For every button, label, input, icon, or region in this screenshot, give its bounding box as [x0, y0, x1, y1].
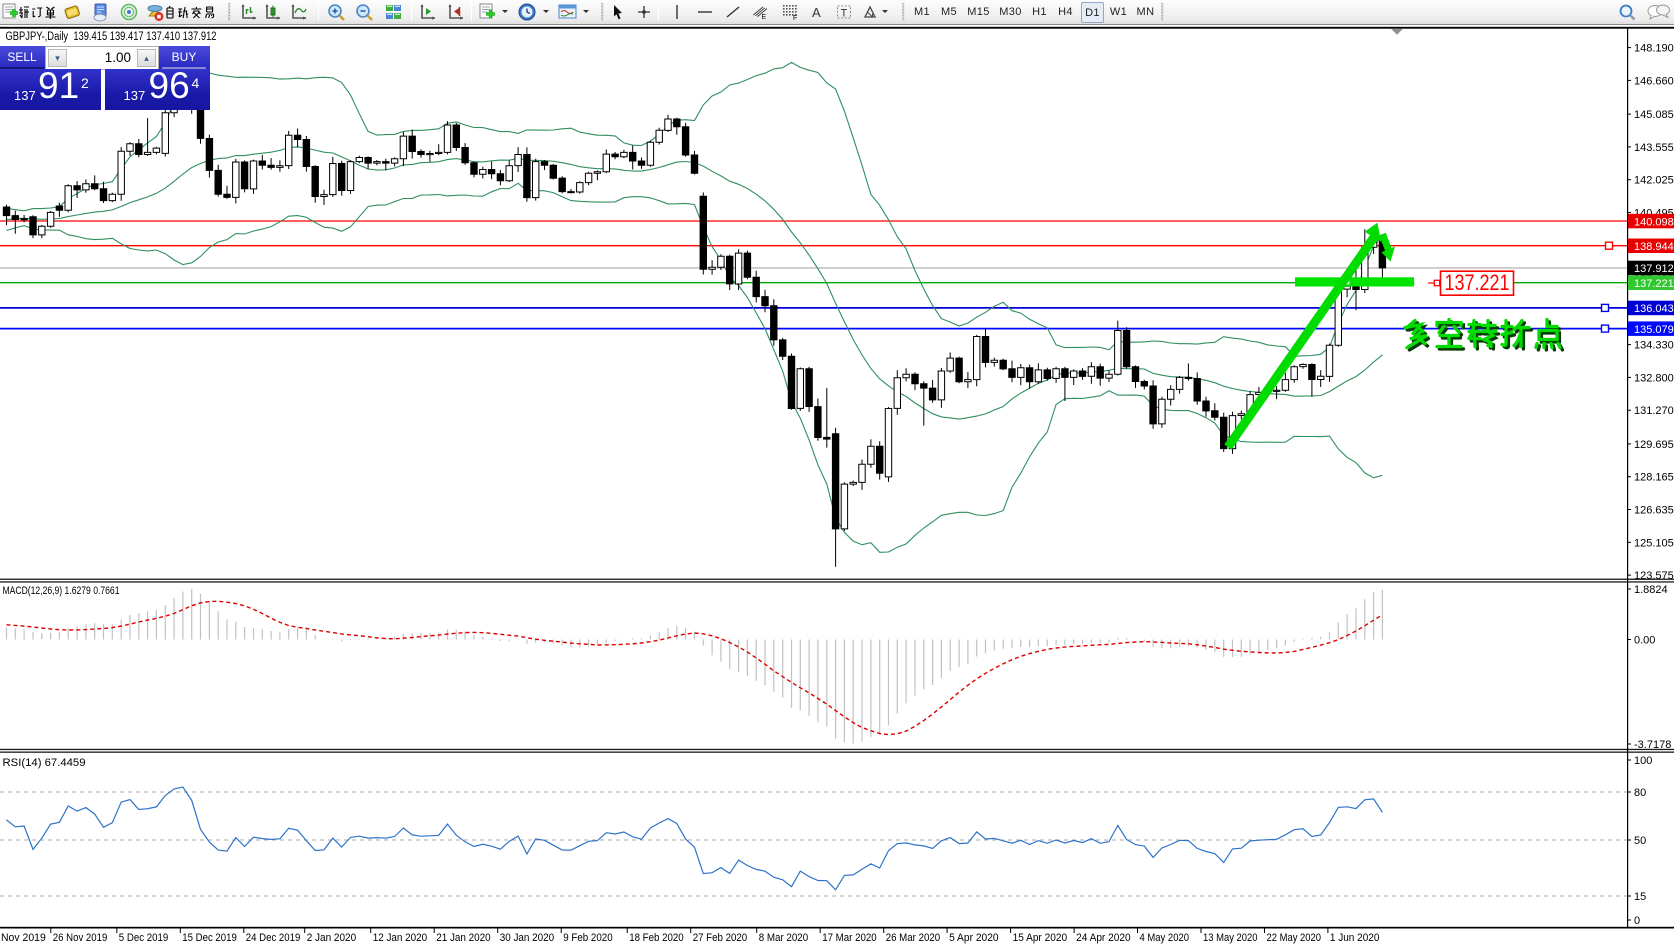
svg-text:126.635: 126.635 — [1634, 505, 1674, 517]
svg-text:12 Jan 2020: 12 Jan 2020 — [373, 932, 428, 944]
svg-text:5 Apr 2020: 5 Apr 2020 — [949, 932, 999, 944]
svg-text:15 Dec 2019: 15 Dec 2019 — [182, 932, 237, 944]
svg-text:138.944: 138.944 — [1634, 241, 1674, 253]
svg-text:A: A — [812, 5, 821, 20]
svg-text:21 Jan 2020: 21 Jan 2020 — [436, 932, 491, 944]
svg-text:1 Jun 2020: 1 Jun 2020 — [1330, 932, 1380, 944]
svg-text:26 Mar 2020: 26 Mar 2020 — [886, 932, 941, 944]
svg-text:2 Jan 2020: 2 Jan 2020 — [307, 932, 357, 944]
svg-text:F: F — [793, 15, 797, 22]
svg-text:8 Mar 2020: 8 Mar 2020 — [759, 932, 809, 944]
svg-text:134.330: 134.330 — [1634, 340, 1674, 352]
svg-text:148.190: 148.190 — [1634, 43, 1674, 55]
svg-text:RSI(14) 67.4459: RSI(14) 67.4459 — [3, 757, 86, 769]
svg-text:17 Mar 2020: 17 Mar 2020 — [822, 932, 877, 944]
svg-text:137.221: 137.221 — [1445, 270, 1510, 295]
svg-text:-3.7178: -3.7178 — [1634, 739, 1671, 751]
svg-text:E: E — [762, 14, 767, 21]
svg-text:137.221: 137.221 — [1634, 278, 1674, 290]
svg-text:Nov 2019: Nov 2019 — [1, 932, 46, 944]
svg-text:22 May 2020: 22 May 2020 — [1267, 932, 1322, 944]
svg-text:123.575: 123.575 — [1634, 570, 1674, 582]
svg-text:GBPJPY-,Daily 139.415 139.417: GBPJPY-,Daily 139.415 139.417 137.410 13… — [6, 31, 217, 43]
svg-text:MACD(12,26,9) 1.6279 0.7661: MACD(12,26,9) 1.6279 0.7661 — [3, 585, 120, 597]
svg-text:15: 15 — [1634, 891, 1646, 903]
svg-text:4 May 2020: 4 May 2020 — [1140, 932, 1190, 944]
svg-text:0.00: 0.00 — [1634, 635, 1655, 647]
svg-text:135.079: 135.079 — [1634, 324, 1674, 336]
svg-text:5 Dec 2019: 5 Dec 2019 — [119, 932, 169, 944]
svg-text:129.695: 129.695 — [1634, 439, 1674, 451]
svg-text:9 Feb 2020: 9 Feb 2020 — [563, 932, 613, 944]
svg-text:24 Apr 2020: 24 Apr 2020 — [1076, 932, 1131, 944]
svg-text:0: 0 — [1634, 915, 1640, 927]
svg-text:24 Dec 2019: 24 Dec 2019 — [246, 932, 300, 944]
svg-text:128.165: 128.165 — [1634, 472, 1674, 484]
svg-text:18 Feb 2020: 18 Feb 2020 — [629, 932, 684, 944]
svg-text:131.270: 131.270 — [1634, 405, 1674, 417]
svg-text:132.800: 132.800 — [1634, 372, 1674, 384]
svg-text:142.025: 142.025 — [1634, 175, 1674, 187]
svg-text:15 Apr 2020: 15 Apr 2020 — [1013, 932, 1068, 944]
svg-text:137.912: 137.912 — [1634, 263, 1674, 275]
svg-text:13 May 2020: 13 May 2020 — [1203, 932, 1258, 944]
svg-text:143.555: 143.555 — [1634, 142, 1674, 154]
svg-text:146.660: 146.660 — [1634, 75, 1674, 87]
svg-text:T: T — [841, 8, 848, 20]
svg-text:30 Jan 2020: 30 Jan 2020 — [500, 932, 555, 944]
svg-text:145.085: 145.085 — [1634, 109, 1674, 121]
svg-text:27 Feb 2020: 27 Feb 2020 — [693, 932, 748, 944]
svg-text:26 Nov 2019: 26 Nov 2019 — [53, 932, 108, 944]
svg-text:100: 100 — [1634, 755, 1652, 767]
svg-text:50: 50 — [1634, 835, 1646, 847]
svg-text:80: 80 — [1634, 787, 1646, 799]
svg-text:1.8824: 1.8824 — [1634, 584, 1668, 596]
svg-text:140.098: 140.098 — [1634, 216, 1674, 228]
svg-text:136.043: 136.043 — [1634, 303, 1674, 315]
svg-text:125.105: 125.105 — [1634, 537, 1674, 549]
